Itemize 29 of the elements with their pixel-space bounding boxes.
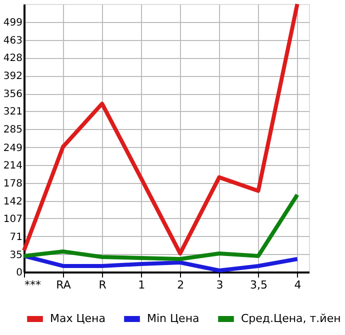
y-tick-label: 107 <box>3 214 22 225</box>
y-tick-label: 178 <box>3 178 22 190</box>
y-tick-label: 392 <box>3 71 22 82</box>
y-tick-label: 142 <box>3 196 22 208</box>
x-tick-label: 1 <box>138 278 146 292</box>
line-series <box>22 2 300 256</box>
y-tick-label: 71 <box>10 232 22 243</box>
y-tick-label: 285 <box>3 124 22 136</box>
legend-label: Max Цена <box>50 312 106 325</box>
legend-label: Сред.Цена, т.йен <box>241 312 341 325</box>
y-tick-label: 463 <box>3 36 22 47</box>
y-tick-label: 249 <box>3 142 22 154</box>
y-tick-label: 214 <box>3 160 22 172</box>
y-tick-label: 356 <box>3 89 22 100</box>
x-tick-label: 2 <box>177 278 184 292</box>
x-tick-label: 3,5 <box>250 278 268 292</box>
y-tick-label: 428 <box>3 53 22 64</box>
y-tick-label: 321 <box>3 106 22 118</box>
x-tick-label: 4 <box>294 278 302 292</box>
y-tick-label: 35 <box>10 250 22 261</box>
y-tick-label: 499 <box>3 18 22 29</box>
legend-label: Min Цена <box>147 312 200 325</box>
y-tick-label: 0 <box>16 268 22 278</box>
x-tick-label: R <box>98 278 107 292</box>
line-series <box>22 254 300 272</box>
x-tick-label: *** <box>24 278 42 292</box>
x-tick-label: RA <box>56 278 72 292</box>
line-series <box>22 192 300 261</box>
x-tick-label: 3 <box>216 278 224 292</box>
